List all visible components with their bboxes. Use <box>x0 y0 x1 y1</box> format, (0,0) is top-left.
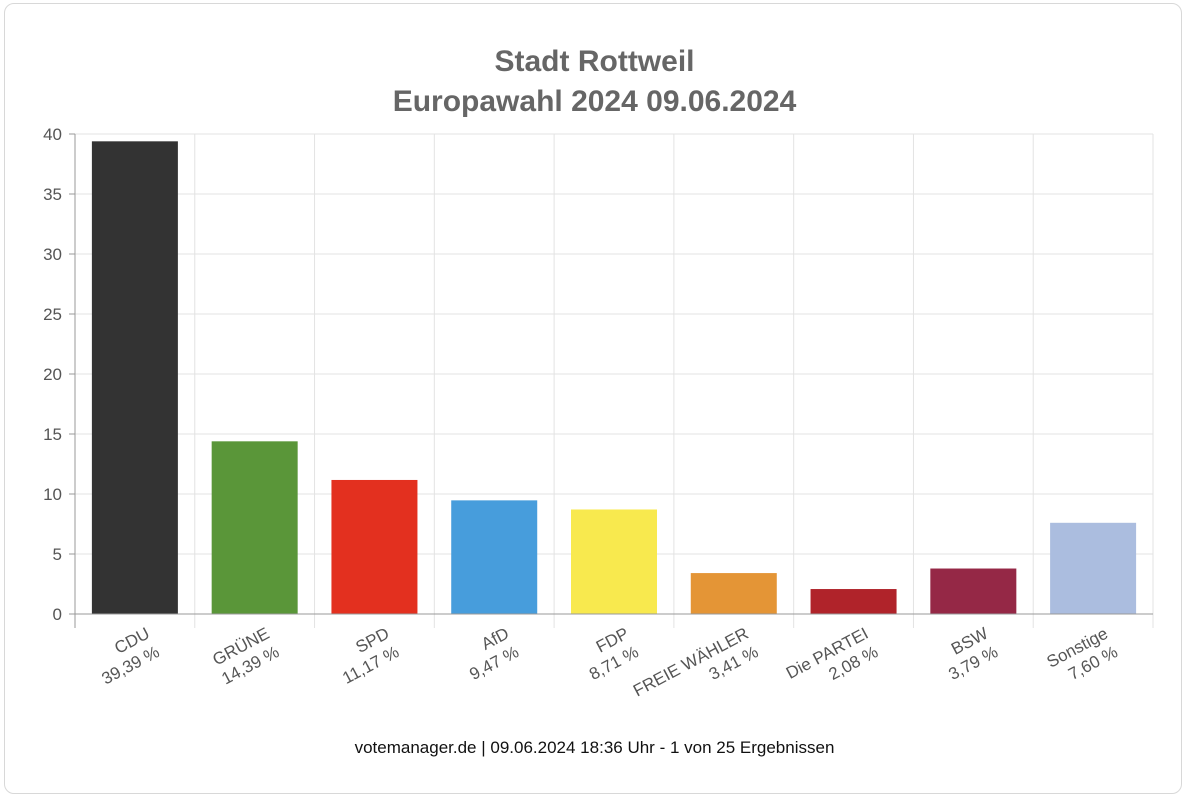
y-tick-label: 15 <box>43 425 62 444</box>
axis-layer: 0 5 10 15 20 25 30 35 40 <box>43 125 1153 628</box>
y-tick-label: 10 <box>43 485 62 504</box>
chart-title: Stadt Rottweil <box>494 45 695 78</box>
chart-subtitle: Europawahl 2024 09.06.2024 <box>392 85 797 118</box>
bar-freie-wähler <box>690 573 777 614</box>
bar-die-partei <box>810 589 897 614</box>
bar-cdu <box>91 141 178 614</box>
y-tick-label: 5 <box>53 545 62 564</box>
bar-spd <box>331 479 418 614</box>
y-tick-label: 30 <box>43 245 62 264</box>
bar-fdp <box>571 509 657 614</box>
y-tick-label: 0 <box>53 605 62 624</box>
y-tick-label: 40 <box>43 125 62 144</box>
footer-source: votemanager.de | 09.06.2024 18:36 Uhr - … <box>354 738 835 757</box>
bar-afd <box>451 500 538 614</box>
y-tick-label: 20 <box>43 365 62 384</box>
bar-grüne <box>211 441 298 614</box>
chart-frame <box>4 3 1182 794</box>
bar-bsw <box>930 568 1017 614</box>
y-tick-label: 35 <box>43 185 62 204</box>
bar-layer <box>91 141 1137 614</box>
y-tick-label: 25 <box>43 305 62 324</box>
bar-sonstige <box>1050 522 1137 614</box>
